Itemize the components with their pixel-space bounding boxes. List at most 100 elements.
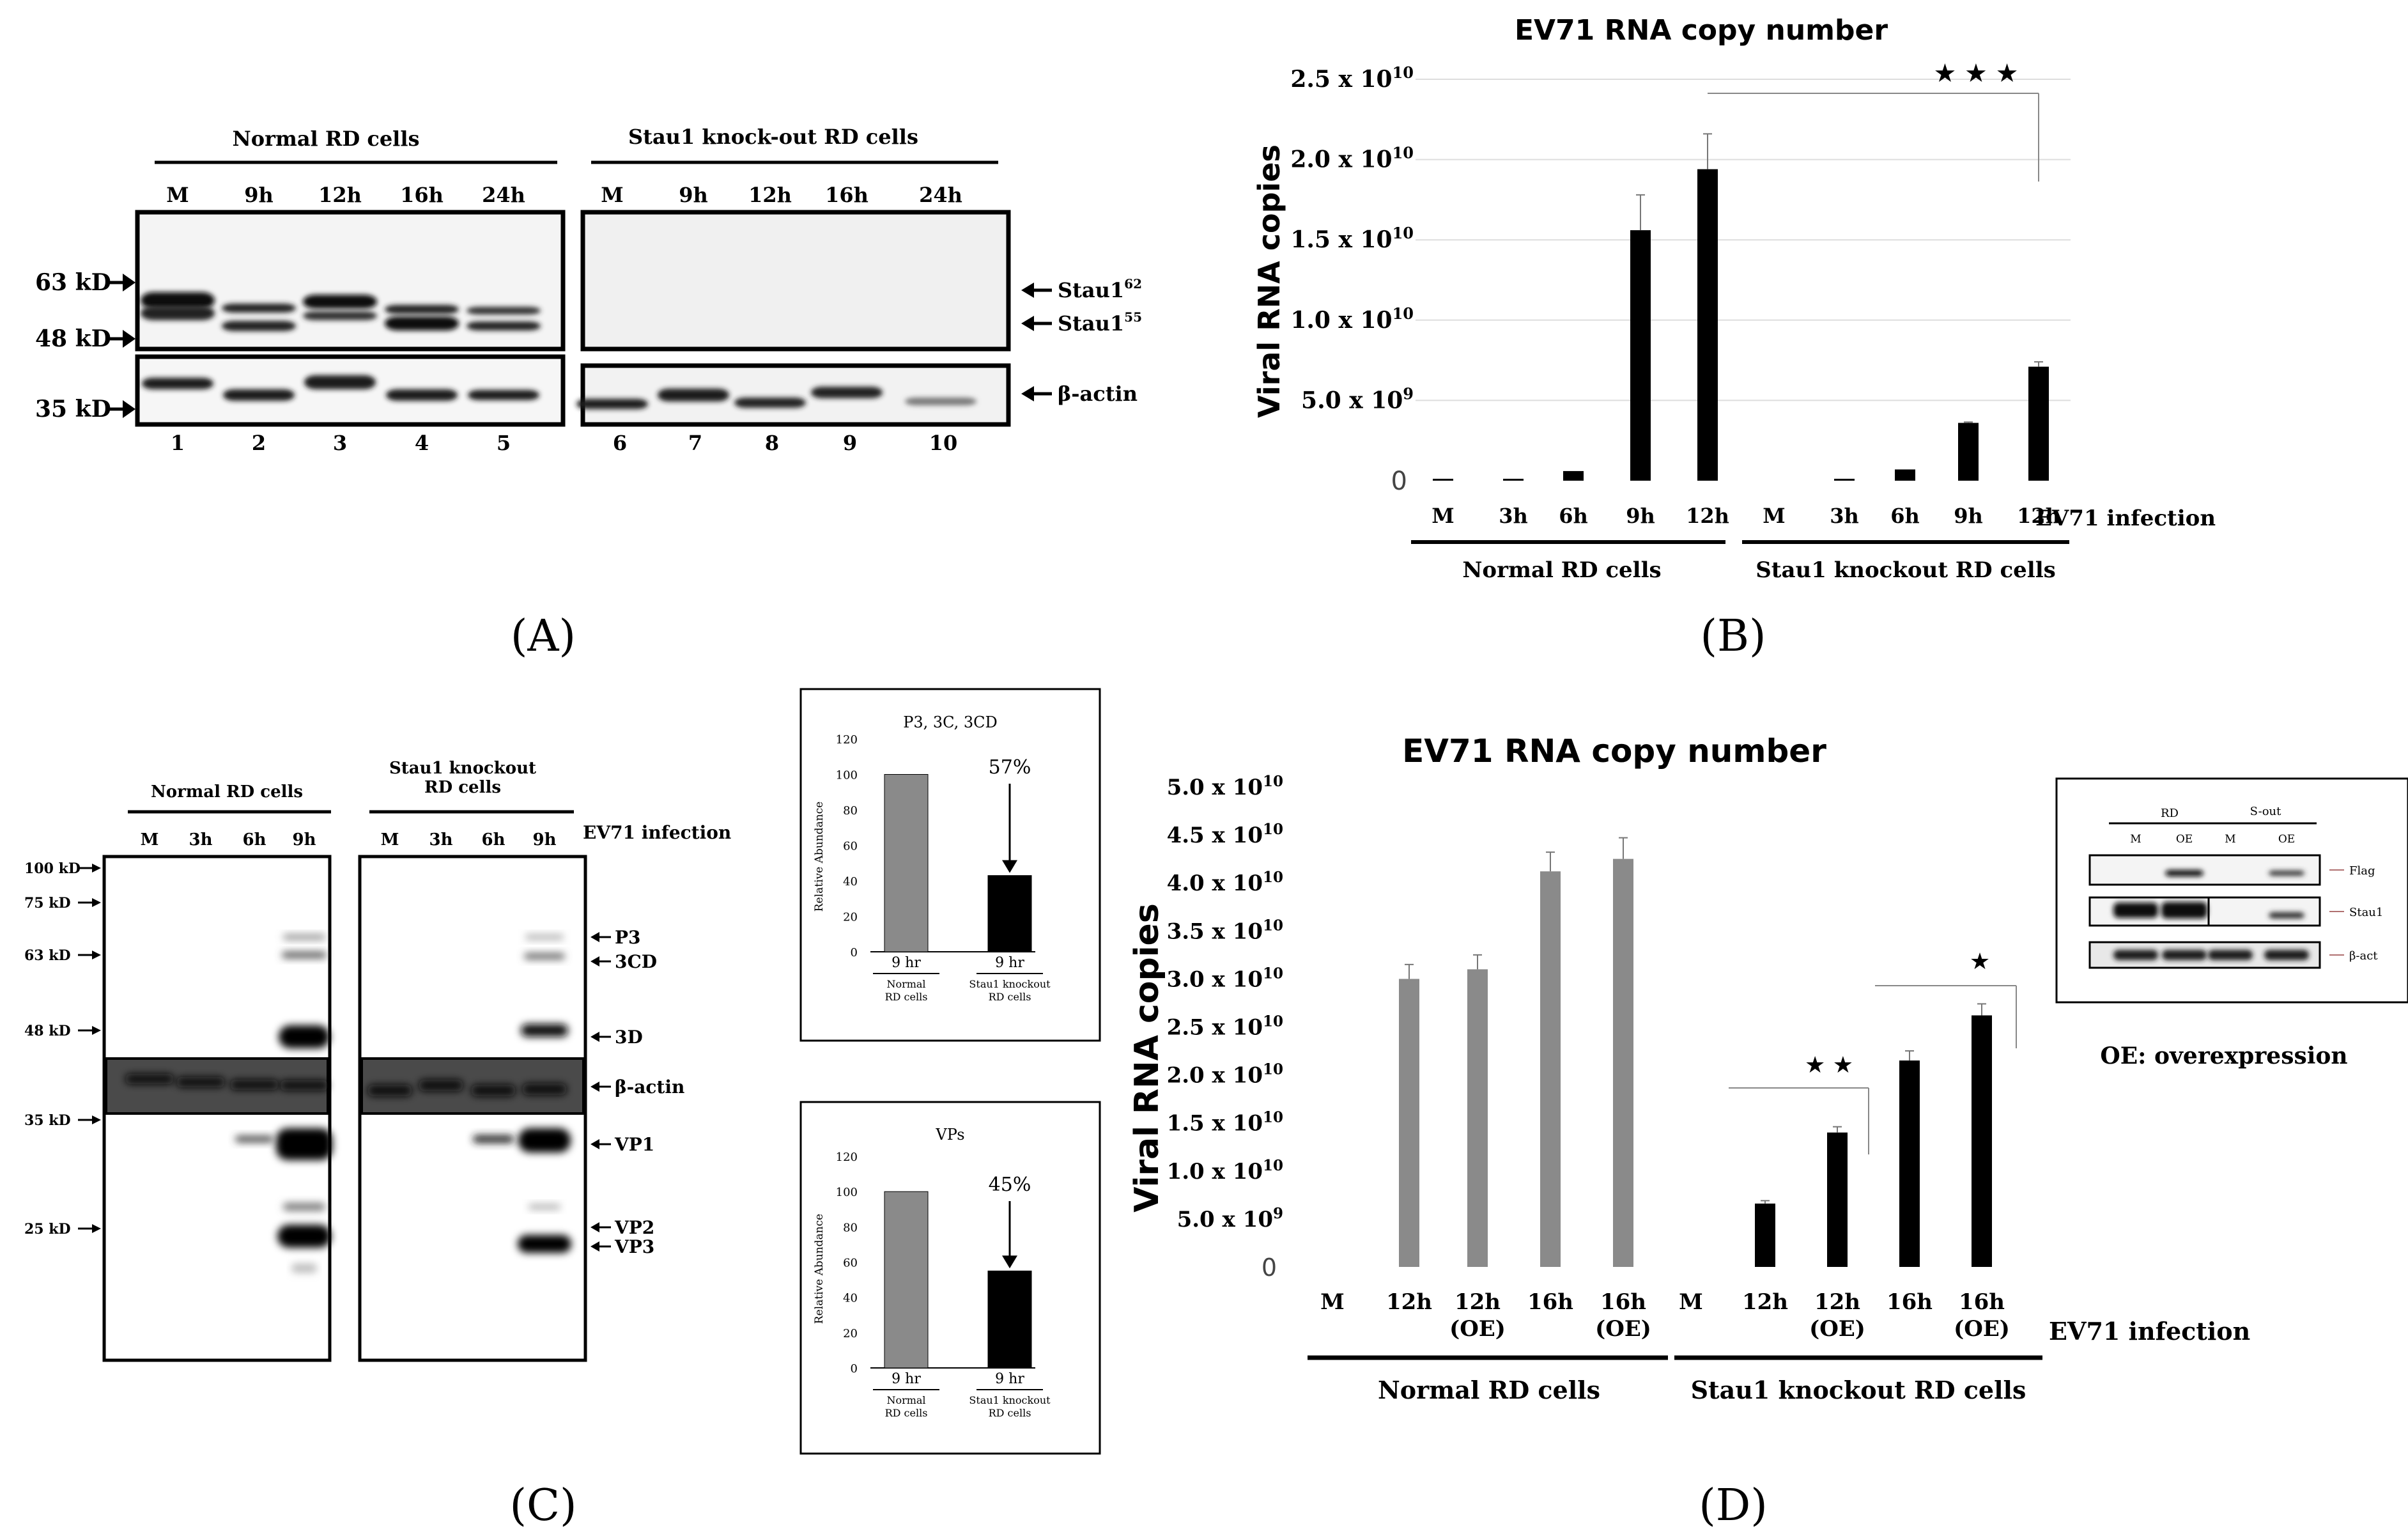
lane-label: 6h <box>243 830 266 850</box>
category-label: 12h <box>1686 504 1729 528</box>
lane-number: 10 <box>929 431 958 455</box>
mw-marker-label: 35 kD <box>35 396 111 423</box>
lane-number: 9 <box>843 431 857 455</box>
mw-marker-arrowhead <box>123 274 135 291</box>
stau1-band <box>141 306 215 320</box>
panel-a-bands <box>141 292 976 409</box>
bar <box>1827 1132 1848 1267</box>
panel-b-group-normal: Normal RD cells <box>1462 557 1661 583</box>
category-label: 12h <box>1742 1289 1788 1315</box>
reduction-annotation: 45% <box>989 1174 1031 1196</box>
band-arrowhead <box>590 932 599 942</box>
category-label: 12h <box>1455 1289 1501 1315</box>
lane-label: M <box>141 830 159 850</box>
bar <box>1467 969 1488 1267</box>
lane-number: 4 <box>415 431 429 455</box>
category-label: 9h <box>1626 504 1655 528</box>
bar <box>1433 479 1453 481</box>
band-arrowhead <box>1021 386 1034 401</box>
lane-number: 6 <box>613 431 627 455</box>
inset-band <box>2165 870 2203 876</box>
category-label: 12h <box>1386 1289 1432 1315</box>
inset-band <box>2161 902 2207 919</box>
category-label: 12h <box>2017 504 2060 528</box>
band-label: Stau155 <box>1058 309 1142 336</box>
vp3-band <box>518 1235 571 1253</box>
inset-row-label: Flag <box>2349 864 2375 878</box>
actin-band <box>905 398 976 405</box>
bar <box>884 1191 929 1369</box>
category-label: M <box>1320 1289 1345 1315</box>
actin-band <box>386 389 458 401</box>
lane-label: 9h <box>679 183 708 207</box>
group-label: Normal <box>886 978 925 990</box>
mw-marker-label: 63 kD <box>35 269 111 296</box>
panel-d-infection-label: EV71 infection <box>2049 1317 2250 1346</box>
category-label: M <box>1679 1289 1703 1315</box>
group-label: RD cells <box>885 991 928 1003</box>
reduction-annotation: 57% <box>989 756 1031 779</box>
y-tick-label: 5.0 x 109 <box>1177 1205 1283 1232</box>
y-tick-label: 2.5 x 1010 <box>1167 1013 1283 1041</box>
lane-label: 12h <box>748 183 792 207</box>
band-label: 3CD <box>615 951 657 972</box>
inset-band <box>2269 912 2304 919</box>
mw-marker-arrowhead <box>92 951 101 959</box>
y-tick-label: 40 <box>843 875 858 889</box>
bar <box>884 774 929 952</box>
mw-marker-arrowhead <box>123 400 135 418</box>
inset-band <box>2208 950 2253 960</box>
panel-a-lane-numbers: 1 2 3 4 5 6 7 8 9 10 <box>171 431 957 455</box>
mw-marker-label: 100 kD <box>24 860 81 877</box>
panel-c-bands <box>125 935 571 1273</box>
y-tick-label: 5.0 x 1010 <box>1167 773 1283 800</box>
panel-c-inset2-ylabel: Relative Abundance <box>813 1214 826 1324</box>
y-tick-label: 2.5 x 1010 <box>1290 63 1414 93</box>
actin-band <box>280 1080 328 1090</box>
inset-blot-row <box>2088 854 2321 886</box>
panel-d-ylabel: Viral RNA copies <box>1128 903 1166 1213</box>
panel-d-sig-single: ★ <box>1970 949 1990 975</box>
vp2-band <box>283 1203 325 1211</box>
vp1-band <box>235 1136 274 1142</box>
band-label: 3D <box>615 1027 643 1048</box>
vp3-band <box>277 1225 331 1248</box>
category-label: 9 hr <box>995 955 1024 971</box>
panel-d-inset-blot: M OE M OE Flag Stau1 β-act <box>2088 833 2383 969</box>
bar <box>1540 871 1561 1267</box>
panel-c-inset2-frame <box>799 1101 1101 1455</box>
lane-label: 6h <box>482 830 506 850</box>
bar <box>1630 230 1651 481</box>
stau1-band <box>303 311 377 320</box>
lane-number: 7 <box>688 431 702 455</box>
lane-number: 3 <box>333 431 347 455</box>
actin-band <box>419 1080 463 1091</box>
panel-c-lane-labels: M 3h 6h 9h M 3h 6h 9h <box>141 830 557 850</box>
y-tick-label: 100 <box>836 769 858 782</box>
category-label: 16h <box>1527 1289 1573 1315</box>
inset-band <box>2162 950 2207 960</box>
lane-label: 24h <box>919 183 962 207</box>
y-tick-label: 1.5 x 1010 <box>1290 224 1414 253</box>
bar <box>1755 1203 1775 1267</box>
mw-marker-arrowhead <box>92 1224 101 1233</box>
band-arrowhead <box>590 1032 599 1042</box>
bar <box>1399 979 1419 1267</box>
y-tick-label: 0 <box>1391 467 1407 496</box>
actin-band <box>142 378 213 389</box>
panel-a-blot-ko-actin <box>580 363 1011 427</box>
panel-b-ylabel: Viral RNA copies <box>1252 144 1286 418</box>
bar <box>1697 169 1718 481</box>
lane-label: 9h <box>533 830 557 850</box>
band-label: VP3 <box>614 1236 654 1257</box>
panel-d-letter: (D) <box>1699 1480 1768 1529</box>
p3-band <box>525 935 564 940</box>
y-tick-label: 0 <box>851 1362 858 1376</box>
category-label-sub: (OE) <box>1809 1316 1865 1342</box>
lane-number: 2 <box>252 431 266 455</box>
panel-d-legend-note: OE: overexpression <box>2100 1043 2347 1069</box>
group-label: RD cells <box>989 991 1031 1003</box>
band-arrowhead <box>590 1222 599 1232</box>
